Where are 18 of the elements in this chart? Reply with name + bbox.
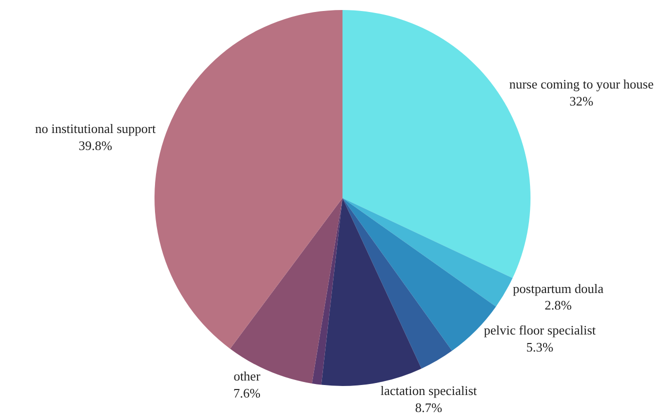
pie-slice — [342, 198, 452, 369]
slice-label: lactation specialist — [380, 383, 478, 398]
pie-slice — [154, 10, 342, 349]
data-label: 32% — [570, 94, 594, 109]
slice-label: postpartum doula — [512, 280, 604, 296]
pie-slice — [342, 198, 513, 307]
slice-label: no institutional support — [35, 121, 156, 136]
data-label: 7.6% — [233, 385, 261, 400]
data-label: 5.3% — [526, 339, 554, 354]
data-label: 2.8% — [544, 298, 572, 313]
pie-slice — [230, 198, 342, 384]
slice-label: nurse coming to your house — [509, 76, 654, 92]
slice-label: other — [234, 368, 261, 384]
pie-slice — [312, 198, 342, 385]
slice-label: pelvic floor specialist — [484, 322, 596, 338]
data-label: 8.7% — [415, 400, 442, 416]
data-label: 39.8% — [78, 138, 112, 154]
pie-slice — [321, 198, 422, 386]
